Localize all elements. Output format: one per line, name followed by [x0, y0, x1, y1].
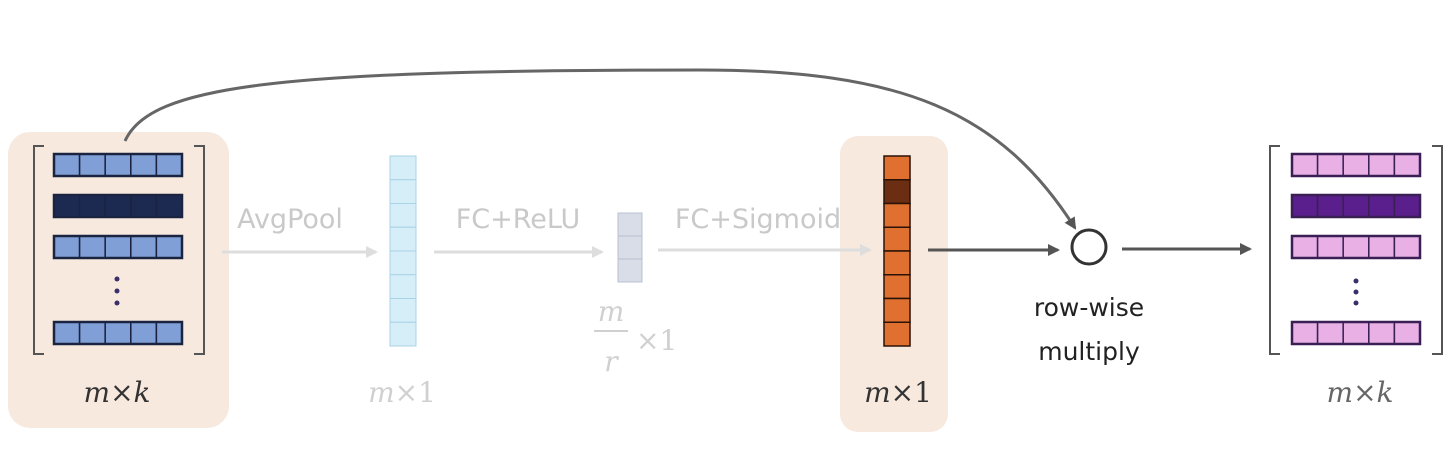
input-row-3-outline	[52, 234, 184, 260]
pooled-dim-label: m×1	[368, 376, 436, 409]
pooled-cell-7	[389, 298, 417, 323]
pooled-cell-6	[389, 274, 417, 299]
weights-cell-8	[883, 321, 911, 347]
weights-cell-1	[883, 155, 911, 181]
output-row-2-cell-1	[1291, 194, 1319, 218]
input-ellipsis-icon	[114, 276, 120, 306]
output-row-1-cell-2	[1316, 153, 1344, 177]
input-row-4-cell-5	[155, 321, 183, 345]
svg-text:×1: ×1	[636, 324, 677, 357]
output-row-4-cell-5	[1393, 321, 1421, 345]
circle-operator-icon	[1070, 228, 1108, 266]
output-row-4-cell-2	[1316, 321, 1344, 345]
svg-text:r: r	[604, 345, 619, 378]
output-row-3-cell-3	[1342, 235, 1370, 259]
pooled-cell-2	[389, 179, 417, 204]
input-row-3-cell-2	[78, 235, 106, 259]
input-matrix	[33, 145, 205, 355]
reduced-cell-2	[617, 235, 643, 260]
input-row-1-cell-4	[130, 153, 158, 177]
input-row-4-cell-1	[53, 321, 81, 345]
reduced-cell-1	[617, 212, 643, 237]
weights-cell-4	[883, 226, 911, 252]
output-row-3-cell-5	[1393, 235, 1421, 259]
input-right-bracket	[194, 145, 205, 355]
output-row-2-cell-5	[1393, 194, 1421, 218]
output-ellipsis-icon	[1353, 278, 1359, 306]
svg-text:m: m	[598, 295, 625, 328]
output-matrix	[1269, 145, 1443, 355]
pooled-cell-3	[389, 203, 417, 228]
input-row-1-cell-3	[104, 153, 132, 177]
output-row-3-cell-4	[1368, 235, 1396, 259]
output-row-2-cell-2	[1316, 194, 1344, 218]
weights-cell-2	[883, 179, 911, 205]
input-row-3-cell-5	[155, 235, 183, 259]
output-left-bracket	[1269, 145, 1280, 355]
input-row-1-cell-2	[78, 153, 106, 177]
pooled-cell-8	[389, 321, 417, 347]
output-row-1-cell-4	[1368, 153, 1396, 177]
input-row-2-cell-5	[155, 194, 183, 218]
pooled-cell-5	[389, 250, 417, 276]
multiply-label-line1: row-wise	[1034, 293, 1144, 322]
output-right-bracket	[1432, 145, 1443, 355]
input-row-2-outline	[52, 193, 184, 219]
fc-relu-label: FC+ReLU	[456, 204, 581, 235]
output-row-2-cell-4	[1368, 194, 1396, 218]
output-row-1-cell-5	[1393, 153, 1421, 177]
output-row-4-outline	[1290, 320, 1422, 346]
fc-sigmoid-label: FC+Sigmoid	[675, 204, 841, 235]
weights-cell-6	[883, 274, 911, 300]
input-row-4-cell-2	[78, 321, 106, 345]
pooled-vector	[389, 155, 417, 347]
input-row-3-cell-1	[53, 235, 81, 259]
weights-cell-3	[883, 202, 911, 228]
input-row-2-cell-1	[53, 194, 81, 218]
input-row-2-cell-4	[130, 194, 158, 218]
weights-cell-7	[883, 297, 911, 323]
pooled-cell-1	[389, 155, 417, 181]
weights-cell-5	[883, 250, 911, 276]
output-row-2-outline	[1290, 193, 1422, 219]
reduced-vector	[617, 212, 643, 283]
output-row-3-cell-2	[1316, 235, 1344, 259]
reduced-cell-3	[617, 258, 643, 283]
input-row-1-cell-5	[155, 153, 183, 177]
input-row-2-cell-2	[78, 194, 106, 218]
input-row-4-cell-3	[104, 321, 132, 345]
avgpool-label: AvgPool	[237, 204, 343, 235]
input-row-1-outline	[52, 152, 184, 178]
input-dim-label: m×k	[84, 376, 151, 409]
input-row-2-cell-3	[104, 194, 132, 218]
output-row-3-outline	[1290, 234, 1422, 260]
input-row-4-cell-4	[130, 321, 158, 345]
output-row-3-cell-1	[1291, 235, 1319, 259]
input-row-3-cell-4	[130, 235, 158, 259]
output-row-4-cell-4	[1368, 321, 1396, 345]
input-row-3-cell-3	[104, 235, 132, 259]
input-row-1-cell-1	[53, 153, 81, 177]
weights-vector	[883, 155, 911, 347]
output-row-1-cell-3	[1342, 153, 1370, 177]
skip-connection-arrow	[123, 68, 1077, 230]
output-row-1-cell-1	[1291, 153, 1319, 177]
pooled-cell-4	[389, 226, 417, 252]
weights-dim-label: m×1	[864, 376, 932, 409]
multiply-label-line2: multiply	[1038, 337, 1140, 366]
output-row-1-outline	[1290, 152, 1422, 178]
output-row-2-cell-3	[1342, 194, 1370, 218]
input-left-bracket	[33, 145, 44, 355]
reduced-dim-label: m r ×1	[594, 295, 677, 378]
output-row-4-cell-1	[1291, 321, 1319, 345]
output-dim-label: m×k	[1327, 376, 1394, 409]
output-row-4-cell-3	[1342, 321, 1370, 345]
input-row-4-outline	[52, 320, 184, 346]
